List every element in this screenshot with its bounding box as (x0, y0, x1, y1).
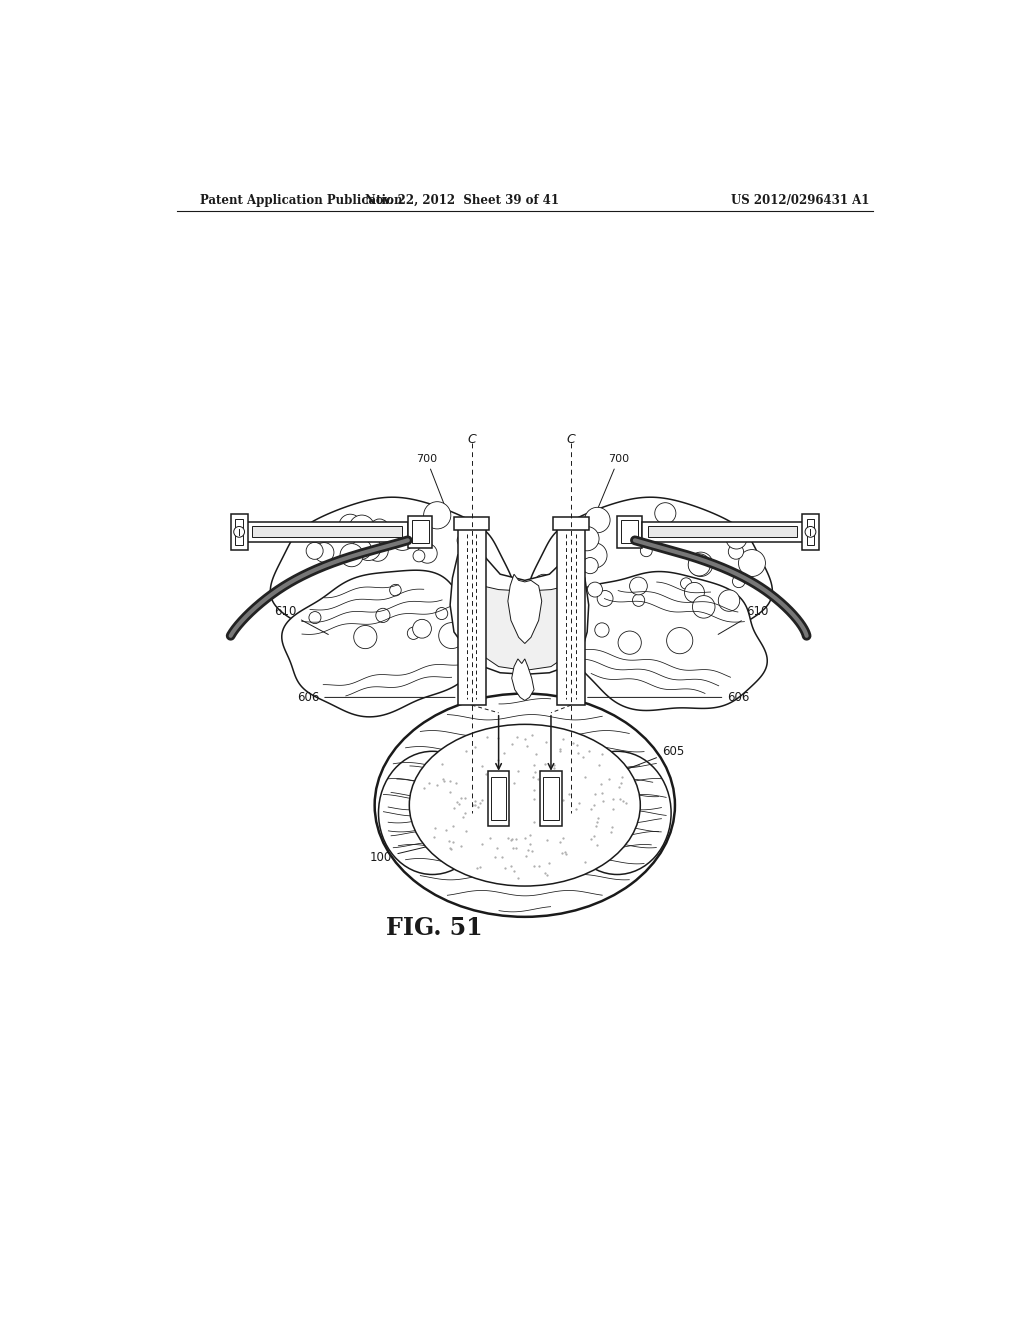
Bar (454, 517, 489, 529)
Circle shape (630, 577, 647, 595)
Circle shape (688, 552, 713, 577)
Bar (487, 771, 509, 826)
Circle shape (582, 543, 607, 568)
Circle shape (314, 543, 334, 562)
Circle shape (585, 507, 610, 533)
Bar (648, 527, 798, 537)
Circle shape (738, 549, 765, 577)
Circle shape (732, 576, 745, 587)
Polygon shape (569, 572, 767, 710)
Ellipse shape (410, 725, 640, 886)
Circle shape (654, 503, 676, 524)
Circle shape (410, 529, 422, 541)
Circle shape (588, 582, 602, 597)
Polygon shape (512, 659, 535, 701)
Circle shape (681, 578, 692, 589)
Text: 610: 610 (718, 605, 769, 635)
Circle shape (413, 550, 425, 562)
Polygon shape (528, 498, 772, 659)
Bar (490, 776, 506, 820)
Circle shape (597, 590, 613, 606)
Circle shape (726, 528, 746, 549)
Circle shape (309, 611, 321, 623)
Bar (236, 519, 243, 545)
Circle shape (368, 540, 388, 561)
Circle shape (389, 523, 416, 550)
Text: 610: 610 (273, 605, 329, 635)
Ellipse shape (375, 693, 675, 917)
Circle shape (618, 631, 641, 655)
Text: 606: 606 (297, 690, 455, 704)
Bar (412, 520, 429, 544)
Circle shape (805, 527, 816, 537)
Circle shape (667, 627, 693, 653)
Bar (557, 528, 585, 705)
Circle shape (233, 527, 245, 537)
Bar (408, 516, 432, 548)
Circle shape (438, 623, 465, 648)
Text: 100: 100 (370, 832, 484, 865)
Circle shape (718, 590, 739, 611)
Circle shape (418, 544, 437, 564)
Circle shape (565, 557, 582, 573)
Circle shape (353, 626, 377, 648)
Circle shape (370, 519, 389, 539)
Text: C: C (467, 433, 476, 446)
Ellipse shape (563, 751, 671, 874)
Bar (621, 520, 638, 544)
Text: Nov. 22, 2012  Sheet 39 of 41: Nov. 22, 2012 Sheet 39 of 41 (365, 194, 559, 207)
Bar (553, 517, 589, 529)
Polygon shape (508, 574, 542, 644)
Text: 700: 700 (416, 454, 459, 540)
Text: C: C (566, 433, 575, 446)
Polygon shape (451, 554, 589, 675)
Ellipse shape (379, 751, 486, 874)
Circle shape (688, 554, 711, 576)
Circle shape (684, 582, 705, 602)
Circle shape (692, 595, 715, 618)
Circle shape (582, 557, 598, 574)
Circle shape (390, 585, 401, 595)
Bar (246, 521, 408, 541)
Circle shape (595, 623, 609, 638)
Circle shape (407, 527, 420, 540)
Polygon shape (270, 498, 514, 659)
Circle shape (339, 515, 361, 536)
Circle shape (306, 543, 324, 560)
Circle shape (376, 609, 390, 623)
Bar (642, 521, 804, 541)
Text: FIG. 51: FIG. 51 (386, 916, 483, 940)
Circle shape (728, 544, 743, 560)
Circle shape (633, 594, 645, 606)
Circle shape (340, 544, 364, 566)
Circle shape (351, 540, 372, 560)
Circle shape (535, 574, 553, 593)
Circle shape (424, 502, 451, 529)
Text: 700: 700 (585, 454, 629, 540)
Polygon shape (282, 570, 487, 717)
Text: US 2012/0296431 A1: US 2012/0296431 A1 (731, 194, 869, 207)
Circle shape (574, 527, 599, 550)
Text: 606: 606 (588, 690, 750, 704)
Circle shape (640, 545, 652, 557)
Circle shape (457, 533, 471, 548)
Circle shape (356, 536, 381, 561)
Bar (802, 515, 819, 549)
Polygon shape (468, 566, 579, 671)
Circle shape (408, 627, 420, 639)
Bar (541, 771, 562, 826)
Circle shape (413, 619, 431, 638)
Bar (617, 516, 642, 548)
Circle shape (436, 607, 447, 619)
Bar (807, 519, 814, 545)
Circle shape (561, 586, 573, 599)
Bar (252, 527, 401, 537)
Text: 605: 605 (626, 744, 684, 770)
Circle shape (349, 515, 375, 540)
Bar (458, 528, 485, 705)
Bar (230, 515, 248, 549)
Text: 100: 100 (514, 836, 549, 880)
Text: Patent Application Publication: Patent Application Publication (200, 194, 402, 207)
Bar (544, 776, 559, 820)
